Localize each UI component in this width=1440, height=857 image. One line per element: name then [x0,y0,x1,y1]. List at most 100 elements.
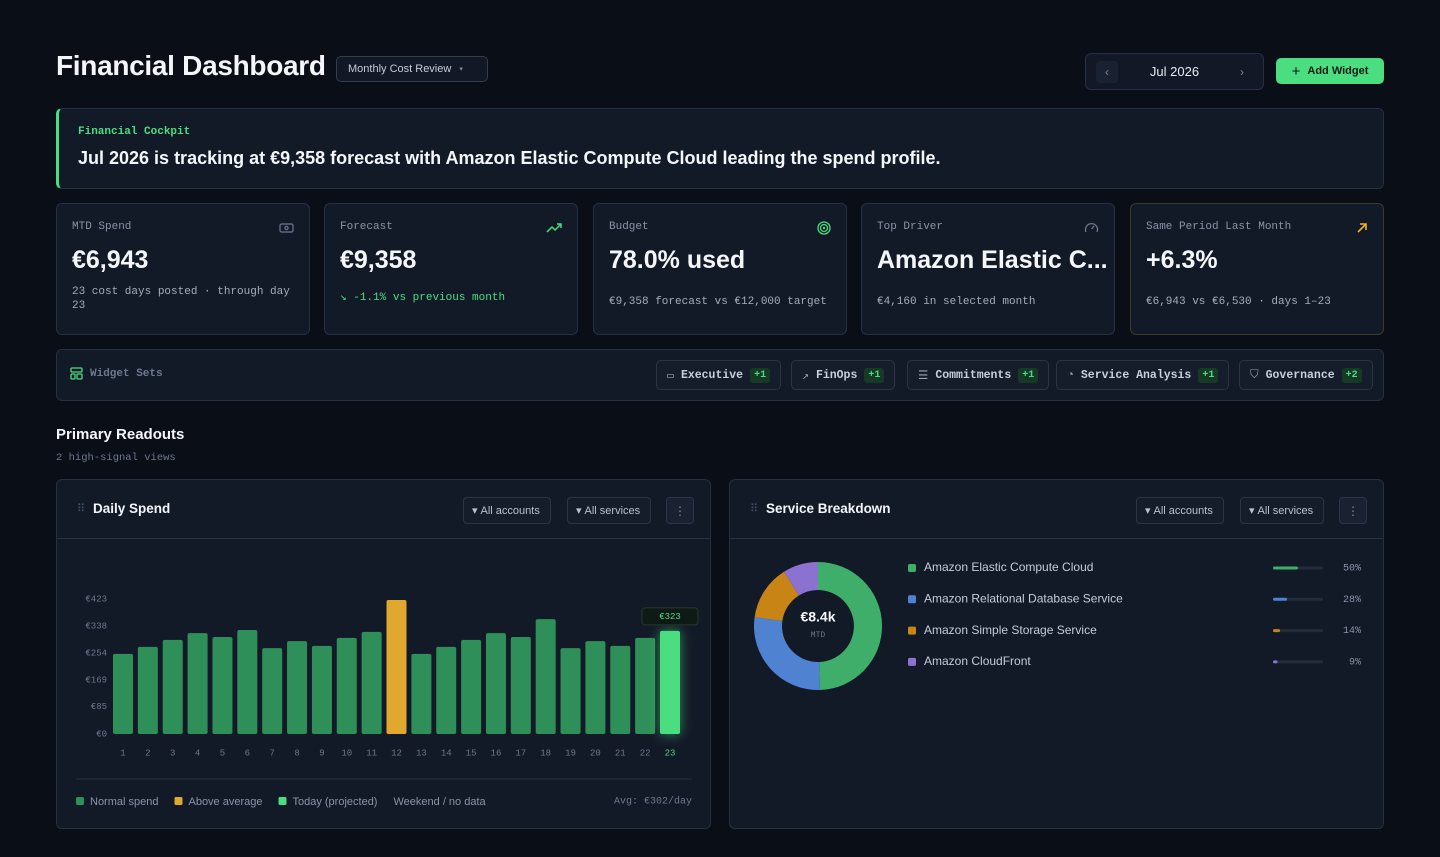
share-label: 14% [1343,626,1361,637]
pill-count: +2 [1341,367,1362,383]
kpi-card: Same Period Last Month +6.3% €6,943 vs €6,… [1130,203,1384,335]
pill-icon: ◔ [1067,368,1074,382]
panel-title: Daily Spend [93,501,171,516]
share-track [1273,629,1323,633]
kpi-sub-row: €4,160 in selected month [877,295,1102,309]
kpi-value: €6,943 [72,246,149,274]
bar [386,599,407,734]
legend-label: Today (projected) [292,796,377,808]
view-selector[interactable]: Monthly Cost Review ▾ [336,56,488,82]
kpi-icon [279,221,294,239]
x-tick-label: 11 [366,748,377,758]
kpi-icon [546,221,562,239]
share-label: 9% [1349,658,1361,669]
legend-label: Above average [188,796,262,808]
widget-set-pill[interactable]: ▭ Executive +1 [656,360,782,390]
widget-set-pill[interactable]: ↗ FinOps +1 [791,360,896,390]
pill-icon: ⛉ [1250,368,1259,382]
account-filter[interactable]: ▾ All accounts [463,497,551,524]
panel-title: Service Breakdown [766,501,891,516]
trend-icon: ↘ [340,292,354,304]
kpi-sub-row: €6,943 vs €6,530 · days 1–23 [1146,295,1371,309]
x-tick-label: 4 [195,748,200,758]
kpi-label: Top Driver [877,221,944,233]
bar [311,645,332,734]
bar [162,639,183,734]
y-tick-label: €169 [85,675,107,685]
cockpit-headline: Jul 2026 is tracking at €9,358 forecast … [78,148,941,168]
x-tick-label: 8 [294,748,299,758]
widget-set-pill[interactable]: ⛉ Governance +2 [1239,360,1373,390]
x-tick-label: 9 [319,748,324,758]
legend-label: Amazon Relational Database Service [924,591,1123,605]
widget-set-pill[interactable]: ☰ Commitments +1 [907,360,1050,390]
legend-label: Normal spend [90,796,158,808]
bar [485,633,506,734]
bar [436,646,457,734]
share-bar [1273,597,1287,601]
kpi-value: €9,358 [340,246,417,274]
account-filter[interactable]: ▾ All accounts [1136,497,1224,524]
kpi-sub: -1.1% vs previous month [353,292,506,304]
y-tick-label: €423 [85,594,107,604]
average-label: Avg: €302/day [614,796,692,808]
widget-sets-title: Widget Sets [90,367,163,380]
bar [287,641,308,734]
panel-menu[interactable]: ⋮ [666,497,694,524]
share-label: 50% [1343,564,1361,575]
donut-hole [783,591,853,661]
widget-sets: Widget Sets ▭ Executive +1 ↗ FinOps +1 ☰ Commit… [56,349,1384,401]
y-tick-label: €254 [85,648,107,658]
drag-handle[interactable]: ⠿ [77,503,86,515]
pill-icon: ▭ [667,369,674,383]
pill-name: Service Analysis [1080,368,1192,382]
value-label: €323 [659,612,681,622]
panel-menu[interactable]: ⋮ [1339,497,1367,524]
add-widget-button[interactable]: + Add Widget [1276,58,1384,84]
kpi-label: Budget [609,221,649,233]
pill-name: FinOps [815,368,858,382]
donut-segment [784,562,818,596]
next-period[interactable]: › [1240,64,1244,79]
add-widget-label: Add Widget [1307,65,1369,77]
x-tick-label: 23 [665,748,676,758]
x-tick-label: 22 [640,748,651,758]
bar [585,641,606,734]
x-tick-label: 5 [220,748,225,758]
kpi-icon [817,221,831,240]
bar [187,633,208,734]
x-tick-label: 10 [341,748,352,758]
period-nav: ‹ Jul 2026 › [1085,53,1264,90]
donut-center-label: MTD [811,631,826,640]
service-filter[interactable]: ▾ All services [567,497,652,524]
pill-icon: ☰ [918,369,929,383]
kpi-value: +6.3% [1146,246,1218,274]
kpi-card: Forecast €9,358 ↘ -1.1% vs previous month [324,203,578,335]
legend-swatch [278,797,287,805]
bar [411,653,432,734]
service-filter[interactable]: ▾ All services [1240,497,1325,524]
kpi-sub: €6,943 vs €6,530 · days 1–23 [1146,296,1331,308]
bar [610,645,631,734]
x-tick-label: 2 [145,748,150,758]
kpi-card: MTD Spend €6,943 23 cost days posted · thr… [56,203,310,335]
panel-header: ⠿ Service Breakdown ▾ All accounts ▾ All… [730,480,1383,539]
widget-set-pill[interactable]: ◔ Service Analysis +1 [1056,360,1230,390]
share-bar [1273,660,1278,664]
kpi-label: MTD Spend [72,221,132,233]
prev-period[interactable]: ‹ [1096,60,1118,83]
legend-label: Amazon Elastic Compute Cloud [924,560,1093,574]
pill-count: +1 [750,367,771,383]
legend-swatch [908,595,916,604]
x-tick-label: 19 [565,748,576,758]
drag-handle[interactable]: ⠿ [750,503,759,515]
x-tick-label: 16 [491,748,502,758]
donut-segment [818,562,883,690]
bar [336,637,357,734]
kpi-label: Same Period Last Month [1146,221,1292,233]
legend-label: Weekend / no data [393,796,486,808]
x-tick-label: 6 [245,748,250,758]
